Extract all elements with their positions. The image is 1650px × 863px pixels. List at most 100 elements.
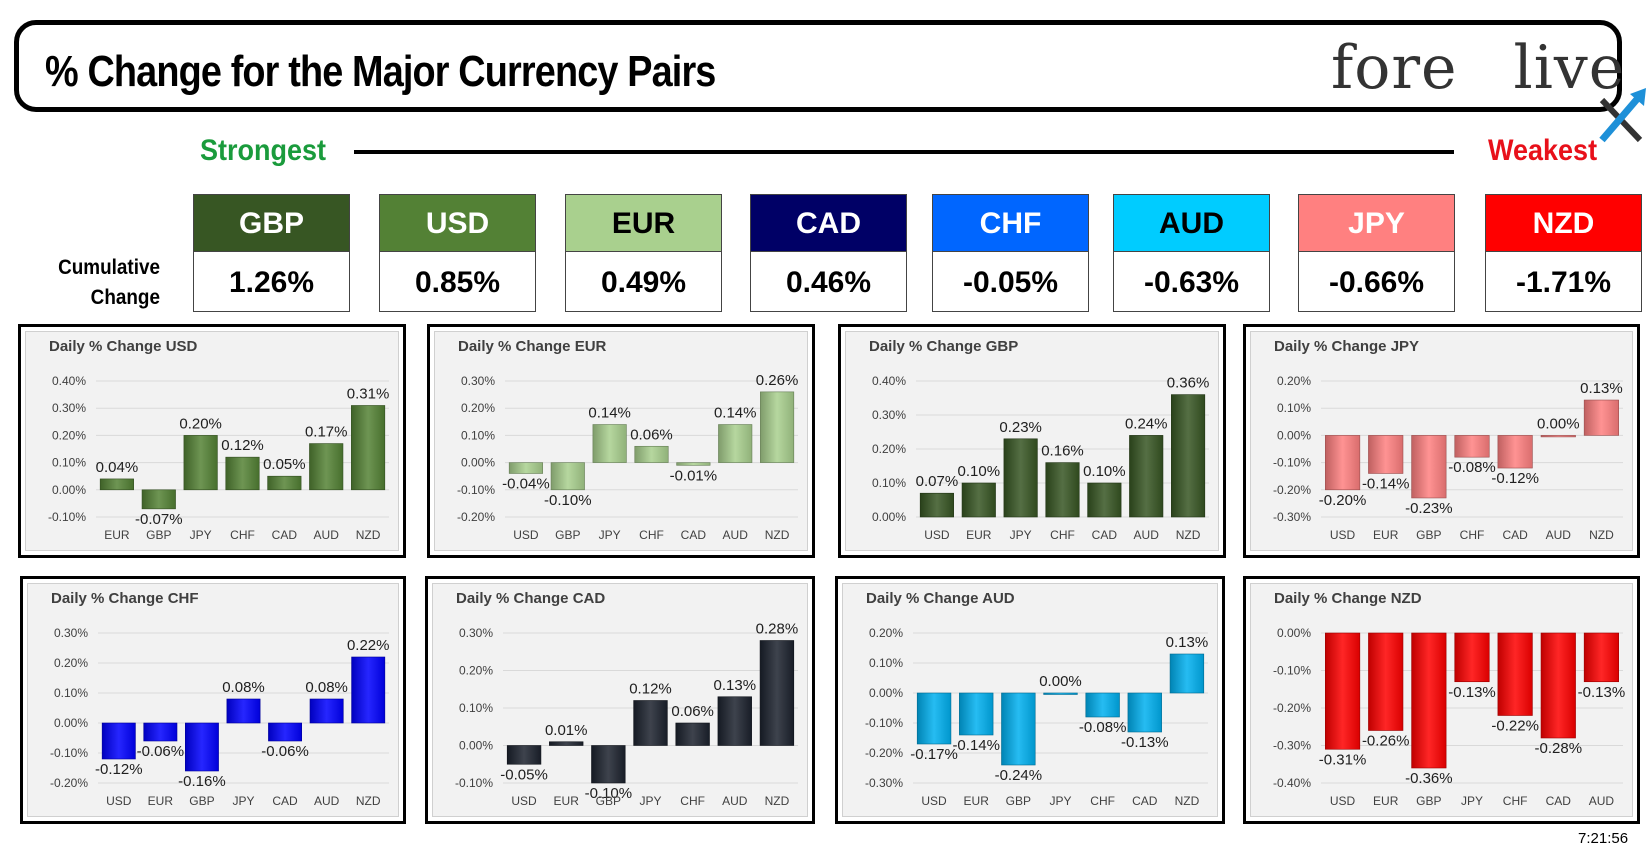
y-tick-label: -0.10% [455,776,493,790]
x-category-label: JPY [639,794,661,808]
header-banner: % Change for the Major Currency Pairs fo… [14,20,1646,143]
data-label: 0.22% [347,637,390,654]
chart-aud: Daily % Change AUD -0.30% -0.20% -0.10% 0.00… [835,576,1225,824]
bar-aud [1540,435,1576,438]
data-label: -0.10% [585,785,633,802]
bar-nzd [760,391,795,463]
data-label: -0.22% [1491,718,1539,735]
x-category-label: AUD [1589,794,1615,808]
data-label: -0.14% [1362,475,1410,492]
x-category-label: EUR [148,794,174,808]
data-label: 0.00% [1039,673,1082,690]
x-category-label: CAD [272,794,298,808]
rank-code: CAD [751,195,906,252]
rank-box-gbp: GBP 1.26% [193,194,350,312]
bar-aud [309,443,344,491]
x-category-label: NZD [765,528,790,542]
y-tick-label: -0.10% [1273,664,1311,678]
x-category-label: GBP [189,794,214,808]
bar-eur [143,722,178,742]
data-label: 0.12% [629,681,672,698]
y-tick-label: -0.30% [1273,739,1311,753]
x-category-label: NZD [1589,528,1614,542]
x-category-label: AUD [1134,528,1160,542]
y-tick-label: 0.10% [869,656,903,670]
x-category-label: EUR [964,794,990,808]
bar-usd [101,722,136,760]
y-tick-label: -0.30% [865,776,903,790]
chart-svg-aud: Daily % Change AUD -0.30% -0.20% -0.10% 0.00… [865,590,1208,808]
bar-chf [1497,632,1533,716]
chart-gbp: Daily % Change GBP 0.00% 0.10% 0.20% 0.30% 0.… [838,324,1226,558]
rank-value: -0.05% [962,266,1059,299]
x-category-label: EUR [1373,528,1399,542]
x-category-label: USD [513,528,539,542]
bar-jpy [633,700,668,746]
data-label: 0.24% [1125,415,1168,432]
chart-title: Daily % Change CAD [456,590,605,607]
x-category-label: USD [1330,528,1356,542]
chart-svg-jpy: Daily % Change JPY -0.30% -0.20% -0.10% 0.00… [1273,338,1623,542]
bar-jpy [1043,692,1078,695]
data-label: -0.28% [1535,740,1583,757]
bar-jpy [592,424,627,463]
data-label: 0.14% [714,405,757,422]
page-title: % Change for the Major Currency Pairs [45,47,716,96]
rank-value: -0.63% [1143,266,1240,299]
bar-eur [99,478,134,491]
bar-cad [1540,632,1576,739]
bar-eur [961,482,996,518]
x-category-label: GBP [1416,794,1441,808]
weakest-label: Weakest [1488,134,1598,167]
bar-gbp [1411,632,1447,769]
y-tick-label: 0.10% [54,686,88,700]
data-label: -0.13% [1121,734,1169,751]
x-category-label: CAD [272,528,298,542]
bar-chf [1085,692,1120,718]
data-label: -0.13% [1448,684,1496,701]
x-category-label: CHF [1050,528,1075,542]
data-label: 0.17% [305,424,348,441]
data-label: 0.00% [1537,415,1580,432]
x-category-label: GBP [1416,528,1441,542]
data-label: 0.13% [714,677,757,694]
bar-chf [1454,435,1490,458]
strength-scale-line [354,150,1454,154]
bar-cad [1497,435,1533,469]
y-tick-label: -0.10% [50,746,88,760]
bar-usd [508,462,543,474]
data-label: -0.12% [1491,470,1539,487]
rank-value: 0.85% [414,266,501,299]
y-tick-label: 0.20% [52,428,86,442]
bar-nzd [1583,399,1619,436]
y-tick-label: 0.00% [461,456,495,470]
data-label: -0.36% [1405,770,1453,787]
bar-eur [1368,435,1404,474]
y-tick-label: 0.20% [1277,374,1311,388]
x-category-label: CAD [1092,528,1118,542]
bar-cad [268,722,302,742]
x-category-label: AUD [1546,528,1572,542]
data-label: -0.06% [137,743,185,760]
change-label: Change [90,286,160,309]
bar-jpy [183,435,218,491]
rank-code: CHF [933,195,1088,252]
bar-aud [1583,632,1619,683]
y-tick-label: 0.00% [1277,626,1311,640]
bar-cad [1127,692,1162,733]
y-tick-label: 0.30% [54,626,88,640]
rank-code: USD [380,195,535,252]
bar-aud [1129,435,1164,518]
y-tick-label: -0.20% [457,510,495,524]
bar-nzd [1171,394,1206,518]
data-label: -0.05% [500,766,548,783]
x-category-label: CHF [1090,794,1115,808]
x-category-label: EUR [104,528,130,542]
chart-svg-usd: Daily % Change USD -0.10% 0.00% 0.10% 0.20% 0… [48,338,389,542]
bar-gbp [550,462,585,491]
chart-svg-gbp: Daily % Change GBP 0.00% 0.10% 0.20% 0.30% 0.… [869,338,1209,542]
strongest-label: Strongest [200,134,327,167]
y-tick-label: 0.30% [872,408,906,422]
bar-gbp [141,489,176,510]
y-tick-label: 0.30% [52,401,86,415]
